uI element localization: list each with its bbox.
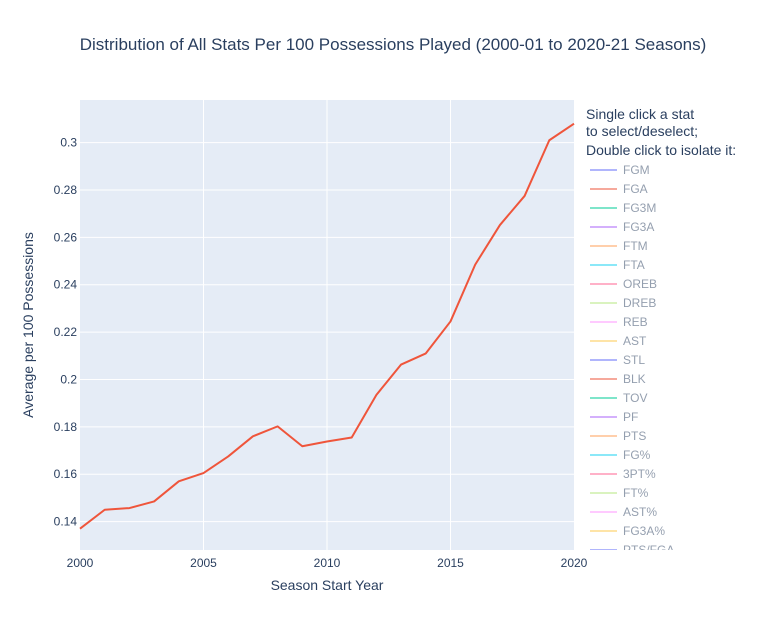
legend-label: FT% bbox=[623, 486, 649, 500]
legend-label: STL bbox=[623, 353, 645, 367]
y-tick-label: 0.3 bbox=[60, 136, 77, 150]
legend-label: FTM bbox=[623, 239, 648, 253]
y-tick-label: 0.28 bbox=[54, 183, 78, 197]
legend-item-fg-[interactable]: FG% bbox=[590, 448, 651, 462]
y-tick-labels: 0.14 0.16 0.18 0.2 0.22 0.24 0.26 0.28 0.3 bbox=[54, 136, 78, 529]
y-tick-label: 0.24 bbox=[54, 278, 78, 292]
y-tick-label: 0.14 bbox=[54, 515, 78, 529]
legend-label: FG3A% bbox=[623, 524, 665, 538]
legend-item-pts[interactable]: PTS bbox=[590, 429, 646, 443]
legend-label: TOV bbox=[623, 391, 647, 405]
legend-label: AST bbox=[623, 334, 647, 348]
legend-item-reb[interactable]: REB bbox=[590, 315, 648, 329]
legend-items: FGM FGA FG3M FG3A FTM FTA OREB DREB REB AST STL BLK… bbox=[590, 163, 674, 557]
legend-item-ast[interactable]: AST bbox=[590, 334, 647, 348]
chart-title: Distribution of All Stats Per 100 Posses… bbox=[80, 35, 707, 54]
x-tick-labels: 2000 2005 2010 2015 2020 bbox=[67, 556, 588, 570]
y-tick-label: 0.16 bbox=[54, 467, 78, 481]
legend-item-3pt-[interactable]: 3PT% bbox=[590, 467, 656, 481]
legend: Single click a stat to select/deselect; … bbox=[586, 106, 736, 557]
legend-label: REB bbox=[623, 315, 648, 329]
legend-item-stl[interactable]: STL bbox=[590, 353, 645, 367]
legend-item-ftm[interactable]: FTM bbox=[590, 239, 648, 253]
x-tick-label: 2005 bbox=[190, 556, 217, 570]
legend-item-fg3a[interactable]: FG3A bbox=[590, 220, 654, 234]
x-tick-label: 2020 bbox=[561, 556, 588, 570]
legend-item-ast-[interactable]: AST% bbox=[590, 505, 657, 519]
legend-label: FG3A bbox=[623, 220, 654, 234]
series-layer bbox=[79, 122, 575, 530]
legend-item-fg3m[interactable]: FG3M bbox=[590, 201, 656, 215]
y-axis-title: Average per 100 Possessions bbox=[20, 232, 36, 418]
legend-label: PTS/FGA bbox=[623, 543, 674, 557]
y-tick-label: 0.18 bbox=[54, 420, 78, 434]
y-tick-label: 0.22 bbox=[54, 325, 78, 339]
legend-item-fga[interactable]: FGA bbox=[590, 182, 648, 196]
x-tick-label: 2000 bbox=[67, 556, 94, 570]
legend-item-fgm[interactable]: FGM bbox=[590, 163, 650, 177]
legend-label: AST% bbox=[623, 505, 657, 519]
x-tick-label: 2010 bbox=[314, 556, 341, 570]
legend-label: 3PT% bbox=[623, 467, 656, 481]
legend-label: FG% bbox=[623, 448, 651, 462]
legend-item-pts-fga[interactable]: PTS/FGA bbox=[590, 543, 674, 557]
series-line-0 bbox=[79, 122, 575, 530]
legend-label: FGA bbox=[623, 182, 648, 196]
x-tick-label: 2015 bbox=[437, 556, 464, 570]
legend-label: PF bbox=[623, 410, 638, 424]
legend-title-line-1: Single click a stat bbox=[586, 106, 694, 122]
legend-item-ft-[interactable]: FT% bbox=[590, 486, 649, 500]
legend-item-oreb[interactable]: OREB bbox=[590, 277, 657, 291]
legend-label: FTA bbox=[623, 258, 645, 272]
legend-label: PTS bbox=[623, 429, 646, 443]
legend-label: BLK bbox=[623, 372, 646, 386]
legend-label: DREB bbox=[623, 296, 656, 310]
legend-item-fg3a-[interactable]: FG3A% bbox=[590, 524, 665, 538]
legend-title-line-3: Double click to isolate it: bbox=[586, 142, 736, 158]
legend-label: OREB bbox=[623, 277, 657, 291]
legend-title-line-2: to select/deselect; bbox=[586, 123, 698, 139]
legend-label: FGM bbox=[623, 163, 650, 177]
legend-item-blk[interactable]: BLK bbox=[590, 372, 646, 386]
legend-item-fta[interactable]: FTA bbox=[590, 258, 645, 272]
legend-item-tov[interactable]: TOV bbox=[590, 391, 647, 405]
legend-item-pf[interactable]: PF bbox=[590, 410, 638, 424]
legend-item-dreb[interactable]: DREB bbox=[590, 296, 656, 310]
legend-label: FG3M bbox=[623, 201, 656, 215]
x-axis-title: Season Start Year bbox=[271, 577, 384, 593]
y-tick-label: 0.26 bbox=[54, 230, 78, 244]
y-tick-label: 0.2 bbox=[60, 372, 77, 386]
x-gridlines bbox=[203, 100, 451, 550]
